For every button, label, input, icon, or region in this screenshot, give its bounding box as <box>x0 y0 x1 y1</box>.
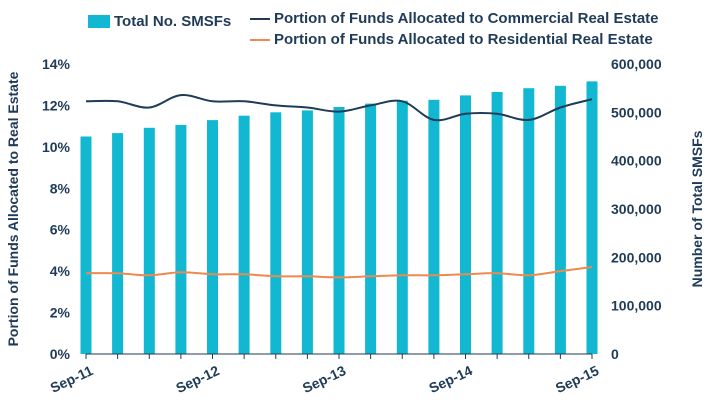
bar-smsf-11 <box>428 99 440 354</box>
y-left-tick-label: 10% <box>42 139 71 155</box>
bar-smsf-5 <box>238 115 250 354</box>
y-left-tick-label: 6% <box>50 222 71 238</box>
x-tick-label: Sep-15 <box>553 362 602 396</box>
bar-smsf-14 <box>523 88 535 354</box>
y-left-tick-label: 12% <box>42 97 71 113</box>
y-right-tick-label: 300,000 <box>611 201 662 217</box>
y-right-tick-label: 600,000 <box>611 56 662 72</box>
y-right-tick-label: 400,000 <box>611 153 662 169</box>
x-tick-label: Sep-14 <box>426 362 475 396</box>
y-left-tick-label: 8% <box>50 180 71 196</box>
line-commercial-real-estate <box>85 94 593 122</box>
bar-smsf-8 <box>333 107 345 354</box>
x-tick-label: Sep-12 <box>173 362 222 396</box>
y-right-tick-label: 0 <box>611 346 619 362</box>
legend-item-commercial: Portion of Funds Allocated to Commercial… <box>250 10 659 27</box>
legend-label-residential: Portion of Funds Allocated to Residentia… <box>274 31 653 48</box>
bar-smsf-2 <box>143 127 155 354</box>
legend-item-bars: Total No. SMSFs <box>88 13 231 30</box>
legend-swatch-commercial <box>250 17 270 20</box>
bar-smsf-3 <box>175 124 187 355</box>
bar-smsf-16 <box>586 81 598 355</box>
y-left-axis-title: Portion of Funds Allocated to Real Estat… <box>5 71 21 346</box>
bar-smsf-12 <box>460 95 471 355</box>
bar-smsf-4 <box>207 120 218 354</box>
bar-smsf-9 <box>365 103 377 354</box>
bar-smsf-10 <box>396 100 408 354</box>
legend-swatch-residential <box>250 38 270 41</box>
y-right-axis-title: Number of Total SMSFs <box>689 130 705 287</box>
bar-smsf-13 <box>491 92 503 354</box>
y-left-tick-label: 2% <box>50 305 71 321</box>
y-right-tick-label: 500,000 <box>611 104 662 120</box>
legend-swatch-bars <box>88 15 110 28</box>
legend-label-commercial: Portion of Funds Allocated to Commercial… <box>274 10 659 27</box>
y-right-tick-label: 100,000 <box>611 298 662 314</box>
y-left-tick-label: 4% <box>50 263 71 279</box>
bar-smsf-7 <box>301 110 313 355</box>
y-left-tick-label: 14% <box>42 56 71 72</box>
x-tick-label: Sep-13 <box>300 362 349 396</box>
y-left-tick-label: 0% <box>50 346 71 362</box>
legend-item-residential: Portion of Funds Allocated to Residentia… <box>250 31 653 48</box>
x-tick-label: Sep-11 <box>48 362 96 396</box>
legend-label-bars: Total No. SMSFs <box>114 13 232 30</box>
bar-smsf-1 <box>112 133 124 354</box>
y-right-tick-label: 200,000 <box>611 249 662 265</box>
bar-smsf-6 <box>270 112 282 354</box>
line-residential-real-estate <box>85 266 593 279</box>
bar-smsf-0 <box>80 136 92 354</box>
bar-smsf-15 <box>554 85 566 355</box>
